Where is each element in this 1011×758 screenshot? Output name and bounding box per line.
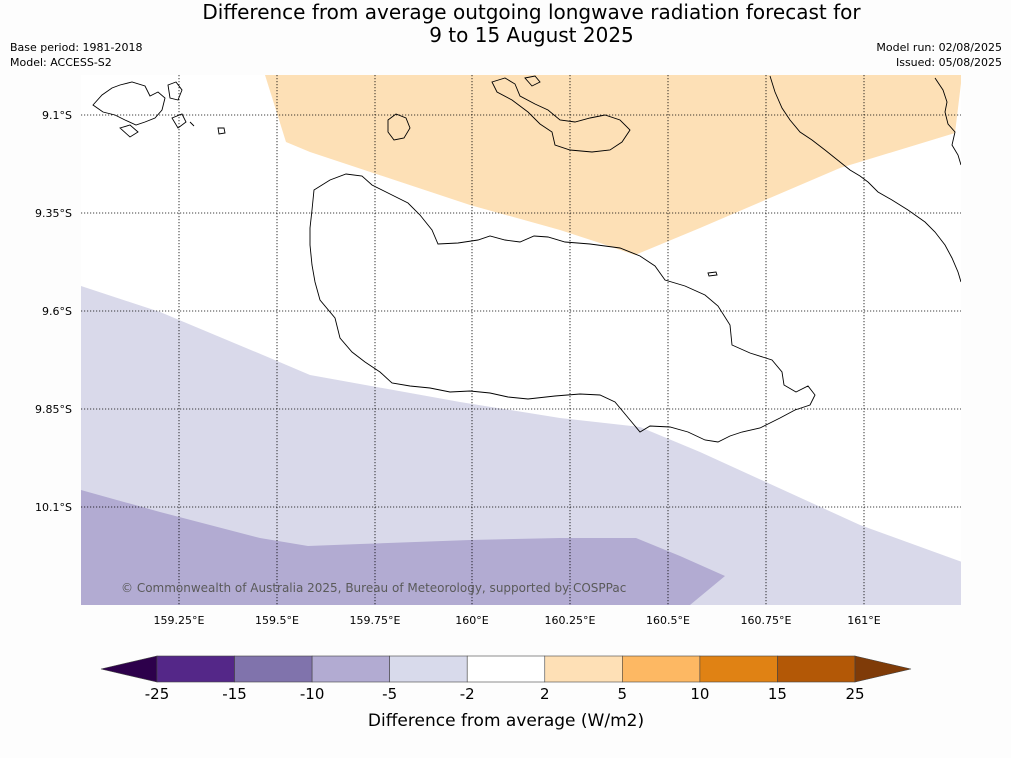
small-islet-coastline [707,271,718,277]
base-period-text: Base period: 1981-2018 [10,41,143,54]
lon-label: 161°E [847,614,880,627]
lon-label: 160°E [455,614,488,627]
eastern-coastline [769,75,961,283]
metadata-right: Model run: 02/08/2025 Issued: 05/08/2025 [876,40,1002,70]
lon-label: 160.75°E [741,614,792,627]
lat-label: 9.1°S [42,109,72,122]
moderate-negative-anomaly-region [81,490,725,605]
colorbar-title: Difference from average (W/m2) [368,711,644,731]
colorbar-tick-label: -15 [222,685,247,703]
northwest-islands-coastline [92,81,226,138]
colorbar-tick-label: -10 [300,685,325,703]
lat-label: 10.1°S [35,501,72,514]
title-line-2: 9 to 15 August 2025 [429,23,634,47]
colorbar-extension-max [854,655,912,683]
main-island-coastline [309,173,816,443]
lat-label: 9.6°S [42,305,72,318]
colorbar-segment [466,655,546,683]
lat-labels: 9.1°S 9.35°S 9.6°S 9.85°S 10.1°S [35,109,72,514]
northeastern-coastline [934,77,961,166]
colorbar: -25 -15 -10 -5 -2 2 5 10 15 25 Difference from av… [100,655,912,731]
positive-anomaly-region [265,75,961,255]
lon-label: 159.75°E [350,614,401,627]
colorbar-tick-label: 25 [845,685,864,703]
lat-label: 9.35°S [35,207,72,220]
graticule [81,75,961,605]
coastlines [92,75,961,443]
lon-labels: 159.25°E 159.5°E 159.75°E 160°E 160.25°E… [154,614,881,627]
colorbar-segment [311,655,390,683]
colorbar-segment [389,655,468,683]
colorbar-tick-label: -5 [382,685,397,703]
chart-title: Difference from average outgoing longwav… [0,1,1011,47]
metadata-left: Base period: 1981-2018 Model: ACCESS-S2 [10,40,142,70]
map-area: © Commonwealth of Australia 2025, Bureau… [81,75,961,605]
lon-label: 160.5°E [646,614,690,627]
lat-label: 9.85°S [35,403,72,416]
colorbar-tick-label: -2 [460,685,475,703]
colorbar-extension-min [100,655,158,683]
colorbar-tick-label: 5 [618,685,628,703]
colorbar-segment [234,655,313,683]
colorbar-segment [699,655,778,683]
colorbar-tick-label: -25 [145,685,170,703]
colorbar-segment [544,655,623,683]
model-text: Model: ACCESS-S2 [10,56,112,69]
colorbar-tick-label: 2 [540,685,550,703]
colorbar-tick-label: 10 [690,685,709,703]
lon-label: 160.25°E [545,614,596,627]
colorbar-tick-label: 15 [768,685,787,703]
weak-negative-anomaly-region [81,286,961,605]
copyright-text: © Commonwealth of Australia 2025, Bureau… [121,581,626,595]
title-line-1: Difference from average outgoing longwav… [202,0,861,24]
lon-label: 159.5°E [255,614,299,627]
colorbar-segment [622,655,701,683]
model-run-text: Model run: 02/08/2025 [876,41,1002,54]
colorbar-segment [777,655,856,683]
lon-label: 159.25°E [154,614,205,627]
north-central-islands-coastline [387,75,631,153]
colorbar-segment [156,655,235,683]
issued-text: Issued: 05/08/2025 [895,56,1002,69]
